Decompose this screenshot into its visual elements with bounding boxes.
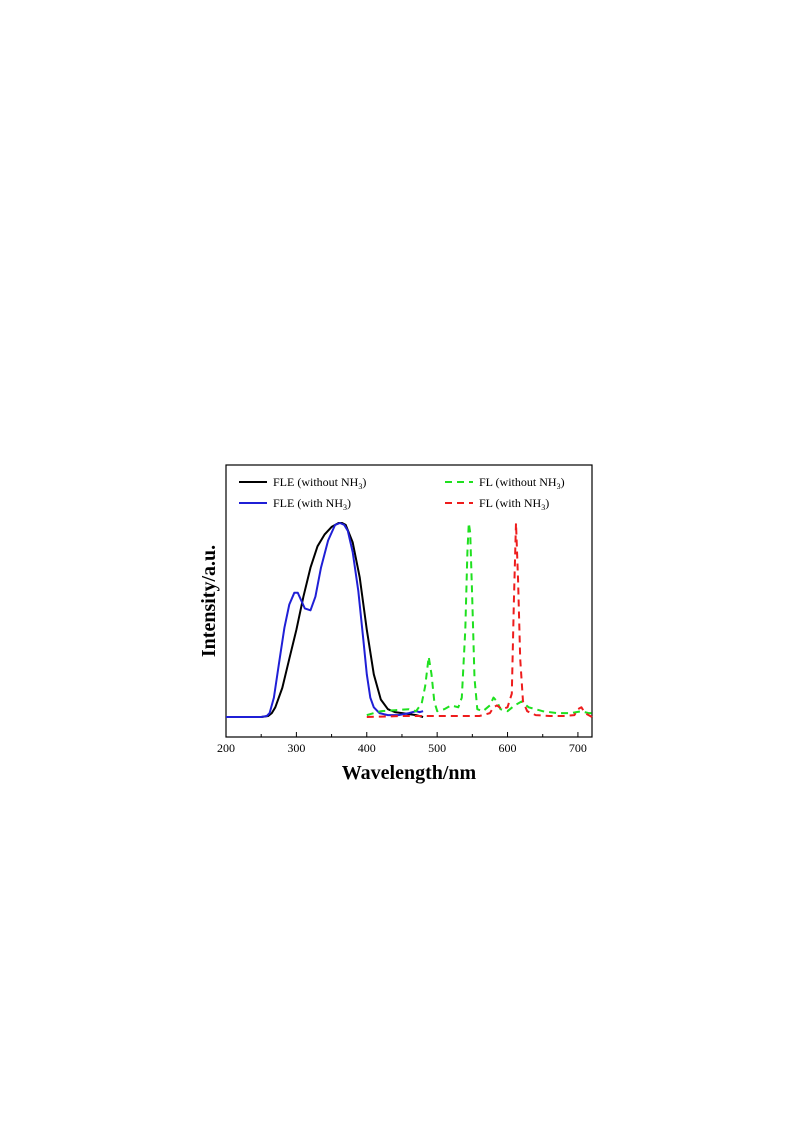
x-tick-label: 200 [217, 741, 235, 755]
legend-label-2: FLE (with NH3) [273, 496, 351, 512]
x-axis: 200 300 400 500 600 700 [217, 732, 587, 755]
plot-frame [225, 464, 593, 738]
x-tick-label: 400 [358, 741, 376, 755]
legend-label-1: FLE (without NH3) [273, 475, 366, 491]
series-line-3 [366, 522, 592, 717]
series-line-4 [366, 522, 593, 718]
legend-label-3: FL (without NH3) [479, 475, 565, 491]
series-line-2 [226, 522, 424, 718]
legend: FLE (without NH3) FLE (with NH3) FL (witho… [239, 475, 565, 512]
x-axis-title: Wavelength/nm [342, 762, 477, 784]
x-tick-label: 600 [499, 741, 517, 755]
x-tick-label: 700 [569, 741, 587, 755]
legend-label-4: FL (with NH3) [479, 496, 549, 512]
x-tick-label: 300 [287, 741, 305, 755]
series-layer [226, 522, 593, 718]
y-axis-title: Intensity/a.u. [198, 545, 220, 657]
x-tick-label: 500 [428, 741, 446, 755]
